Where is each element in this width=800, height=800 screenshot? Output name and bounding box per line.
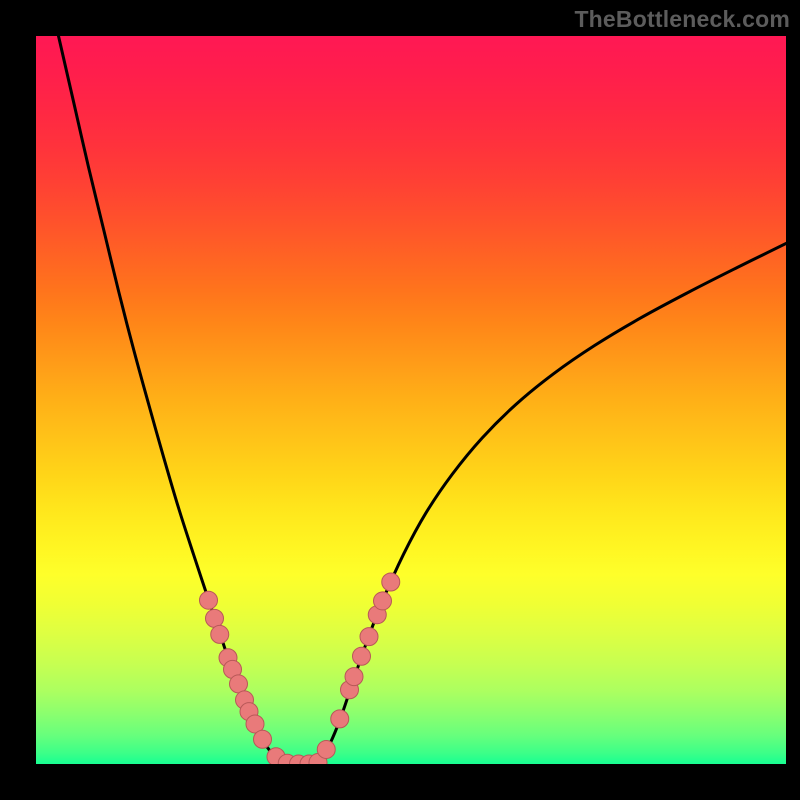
data-marker: [230, 675, 248, 693]
data-marker: [382, 573, 400, 591]
data-marker: [374, 592, 392, 610]
bottleneck-chart: TheBottleneck.com: [0, 0, 800, 800]
data-marker: [317, 740, 335, 758]
watermark-label: TheBottleneck.com: [574, 6, 790, 33]
data-marker: [360, 628, 378, 646]
data-marker: [353, 647, 371, 665]
data-marker: [200, 591, 218, 609]
data-marker: [254, 730, 272, 748]
data-marker: [331, 710, 349, 728]
data-marker: [211, 625, 229, 643]
chart-svg: [0, 0, 800, 800]
data-marker: [345, 668, 363, 686]
data-marker: [206, 609, 224, 627]
